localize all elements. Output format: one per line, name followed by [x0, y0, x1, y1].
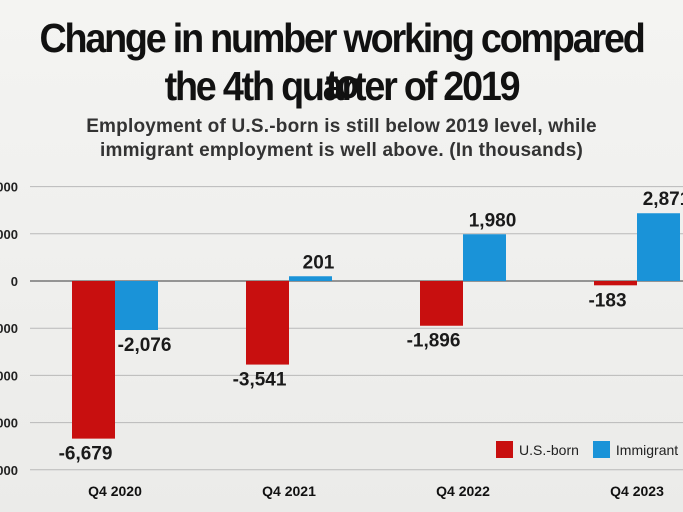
legend-item-immigrant: Immigrant: [592, 441, 679, 458]
data-label: 1,980: [469, 210, 517, 231]
chart-title-line-2: the 4th quarter of 2019: [164, 63, 521, 109]
bar-us-born-0: [72, 281, 115, 439]
bar-immigrant-2: [463, 234, 506, 281]
bar-immigrant-0: [115, 281, 158, 330]
data-label: 2,871: [643, 189, 683, 210]
x-tick-label: Q4 2021: [262, 483, 316, 499]
y-tick-label: 000: [0, 180, 18, 195]
data-label: -2,076: [118, 335, 172, 356]
legend-label-immigrant: Immigrant: [615, 441, 679, 458]
y-tick-label: 000: [0, 416, 18, 431]
data-label: -6,679: [59, 444, 113, 465]
data-label: -1,896: [407, 331, 461, 352]
bar-immigrant-3: [637, 213, 680, 281]
bar-immigrant-1: [289, 276, 332, 281]
x-tick-label: Q4 2022: [436, 483, 490, 499]
chart-subtitle-line-1: Employment of U.S.-born is still below 2…: [86, 116, 597, 137]
chart-title-line-1: Change in number working compared to: [39, 15, 645, 107]
legend-swatch-us-born: [496, 441, 513, 458]
legend-label-us-born: U.S.-born: [519, 441, 579, 458]
chart-subtitle-line-2: immigrant employment is well above. (In …: [100, 140, 583, 161]
x-tick-label: Q4 2020: [88, 483, 142, 499]
y-tick-label: 000: [0, 227, 18, 242]
y-tick-label: 000: [0, 368, 18, 383]
bar-us-born-2: [420, 281, 463, 326]
chart-legend: U.S.-born Immigrant: [496, 441, 678, 458]
data-label: -3,541: [233, 370, 287, 391]
x-tick-label: Q4 2023: [610, 483, 664, 499]
legend-item-us-born: U.S.-born: [496, 441, 579, 458]
data-label: 201: [303, 252, 335, 273]
bar-us-born-1: [246, 281, 289, 365]
y-tick-label: 000: [0, 463, 18, 478]
data-label: -183: [588, 290, 626, 311]
y-tick-label: 0: [11, 274, 18, 289]
legend-swatch-immigrant: [592, 441, 610, 458]
bar-us-born-3: [594, 281, 637, 286]
y-tick-label: 000: [0, 321, 18, 336]
